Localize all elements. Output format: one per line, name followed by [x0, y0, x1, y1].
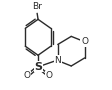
- Text: O: O: [45, 71, 52, 80]
- Text: O: O: [81, 37, 88, 46]
- Text: O: O: [24, 71, 31, 80]
- Text: S: S: [34, 62, 42, 72]
- Text: N: N: [54, 56, 61, 65]
- Text: Br: Br: [32, 2, 42, 11]
